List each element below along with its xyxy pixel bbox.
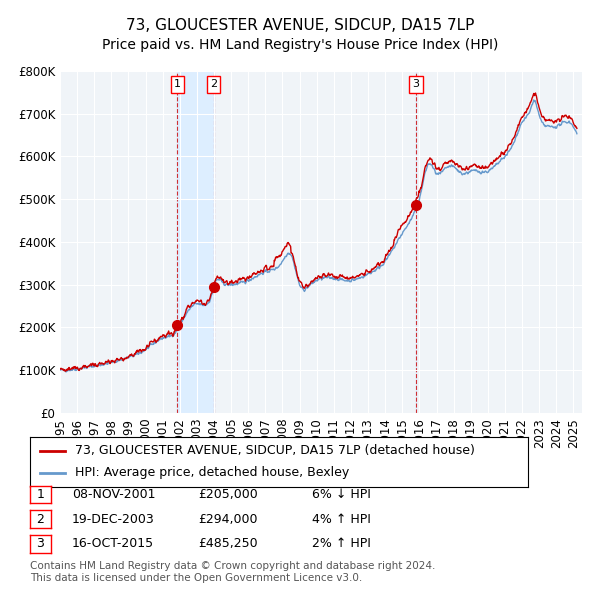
Text: 2% ↑ HPI: 2% ↑ HPI [312,537,371,550]
Text: 6% ↓ HPI: 6% ↓ HPI [312,488,371,501]
HPI: Average price, detached house, Bexley: (2.01e+03, 3.62e+05): Average price, detached house, Bexley: (… [281,255,288,262]
73, GLOUCESTER AVENUE, SIDCUP, DA15 7LP (detached house) [62,368,69,375]
Text: 3: 3 [412,80,419,90]
Text: 1: 1 [37,488,44,501]
Text: 2: 2 [210,80,217,90]
HPI: Average price, detached house, Bexley: (2e+03, 1.31e+05): Average price, detached house, Bexley: (… [125,353,133,360]
Text: 73, GLOUCESTER AVENUE, SIDCUP, DA15 7LP (detached house): 73, GLOUCESTER AVENUE, SIDCUP, DA15 7LP … [75,444,475,457]
Text: 08-NOV-2001: 08-NOV-2001 [72,488,155,501]
Text: £485,250: £485,250 [198,537,257,550]
HPI: Average price, detached house, Bexley: (2.01e+03, 3.15e+05): Average price, detached house, Bexley: (… [328,274,335,281]
Text: 2: 2 [37,513,44,526]
73, GLOUCESTER AVENUE, SIDCUP, DA15 7LP (detached house) [144,342,151,349]
HPI: Average price, detached house, Bexley: (2.01e+03, 3.11e+05): Average price, detached house, Bexley: (… [339,276,346,283]
73, GLOUCESTER AVENUE, SIDCUP, DA15 7LP (detached house) [339,273,346,280]
Text: Contains HM Land Registry data © Crown copyright and database right 2024.
This d: Contains HM Land Registry data © Crown c… [30,561,436,583]
Line: HPI: Average price, detached house, Bexley: HPI: Average price, detached house, Bexl… [60,100,577,372]
Bar [178,71,214,413]
73, GLOUCESTER AVENUE, SIDCUP, DA15 7LP (detached house) [56,366,64,373]
Text: 3: 3 [37,537,44,550]
73, GLOUCESTER AVENUE, SIDCUP, DA15 7LP (detached house) [281,245,288,252]
Text: HPI: Average price, detached house, Bexley: HPI: Average price, detached house, Bexl… [75,466,349,479]
Text: 1: 1 [174,80,181,90]
HPI: Average price, detached house, Bexley: (2.03e+03, 6.53e+05): Average price, detached house, Bexley: (… [573,130,580,137]
Text: Price paid vs. HM Land Registry's House Price Index (HPI): Price paid vs. HM Land Registry's House … [102,38,498,53]
Text: 19-DEC-2003: 19-DEC-2003 [72,513,155,526]
73, GLOUCESTER AVENUE, SIDCUP, DA15 7LP (detached house) [231,279,238,286]
73, GLOUCESTER AVENUE, SIDCUP, DA15 7LP (detached house) [125,353,133,360]
HPI: Average price, detached house, Bexley: (2.02e+03, 7.32e+05): Average price, detached house, Bexley: (… [530,96,538,103]
Line: 73, GLOUCESTER AVENUE, SIDCUP, DA15 7LP (detached house): 73, GLOUCESTER AVENUE, SIDCUP, DA15 7LP … [60,93,577,371]
Text: 4% ↑ HPI: 4% ↑ HPI [312,513,371,526]
Text: 73, GLOUCESTER AVENUE, SIDCUP, DA15 7LP: 73, GLOUCESTER AVENUE, SIDCUP, DA15 7LP [126,18,474,32]
Text: 16-OCT-2015: 16-OCT-2015 [72,537,154,550]
73, GLOUCESTER AVENUE, SIDCUP, DA15 7LP (detached house) [328,271,335,278]
73, GLOUCESTER AVENUE, SIDCUP, DA15 7LP (detached house) [573,125,580,132]
HPI: Average price, detached house, Bexley: (2e+03, 1.52e+05): Average price, detached house, Bexley: (… [144,345,151,352]
Text: £294,000: £294,000 [198,513,257,526]
HPI: Average price, detached house, Bexley: (2.01e+03, 3e+05): Average price, detached house, Bexley: (… [231,281,238,289]
HPI: Average price, detached house, Bexley: (2e+03, 1e+05): Average price, detached house, Bexley: (… [56,366,64,373]
73, GLOUCESTER AVENUE, SIDCUP, DA15 7LP (detached house) [532,90,539,97]
HPI: Average price, detached house, Bexley: (2e+03, 9.61e+04): Average price, detached house, Bexley: (… [62,368,70,375]
Text: £205,000: £205,000 [198,488,258,501]
